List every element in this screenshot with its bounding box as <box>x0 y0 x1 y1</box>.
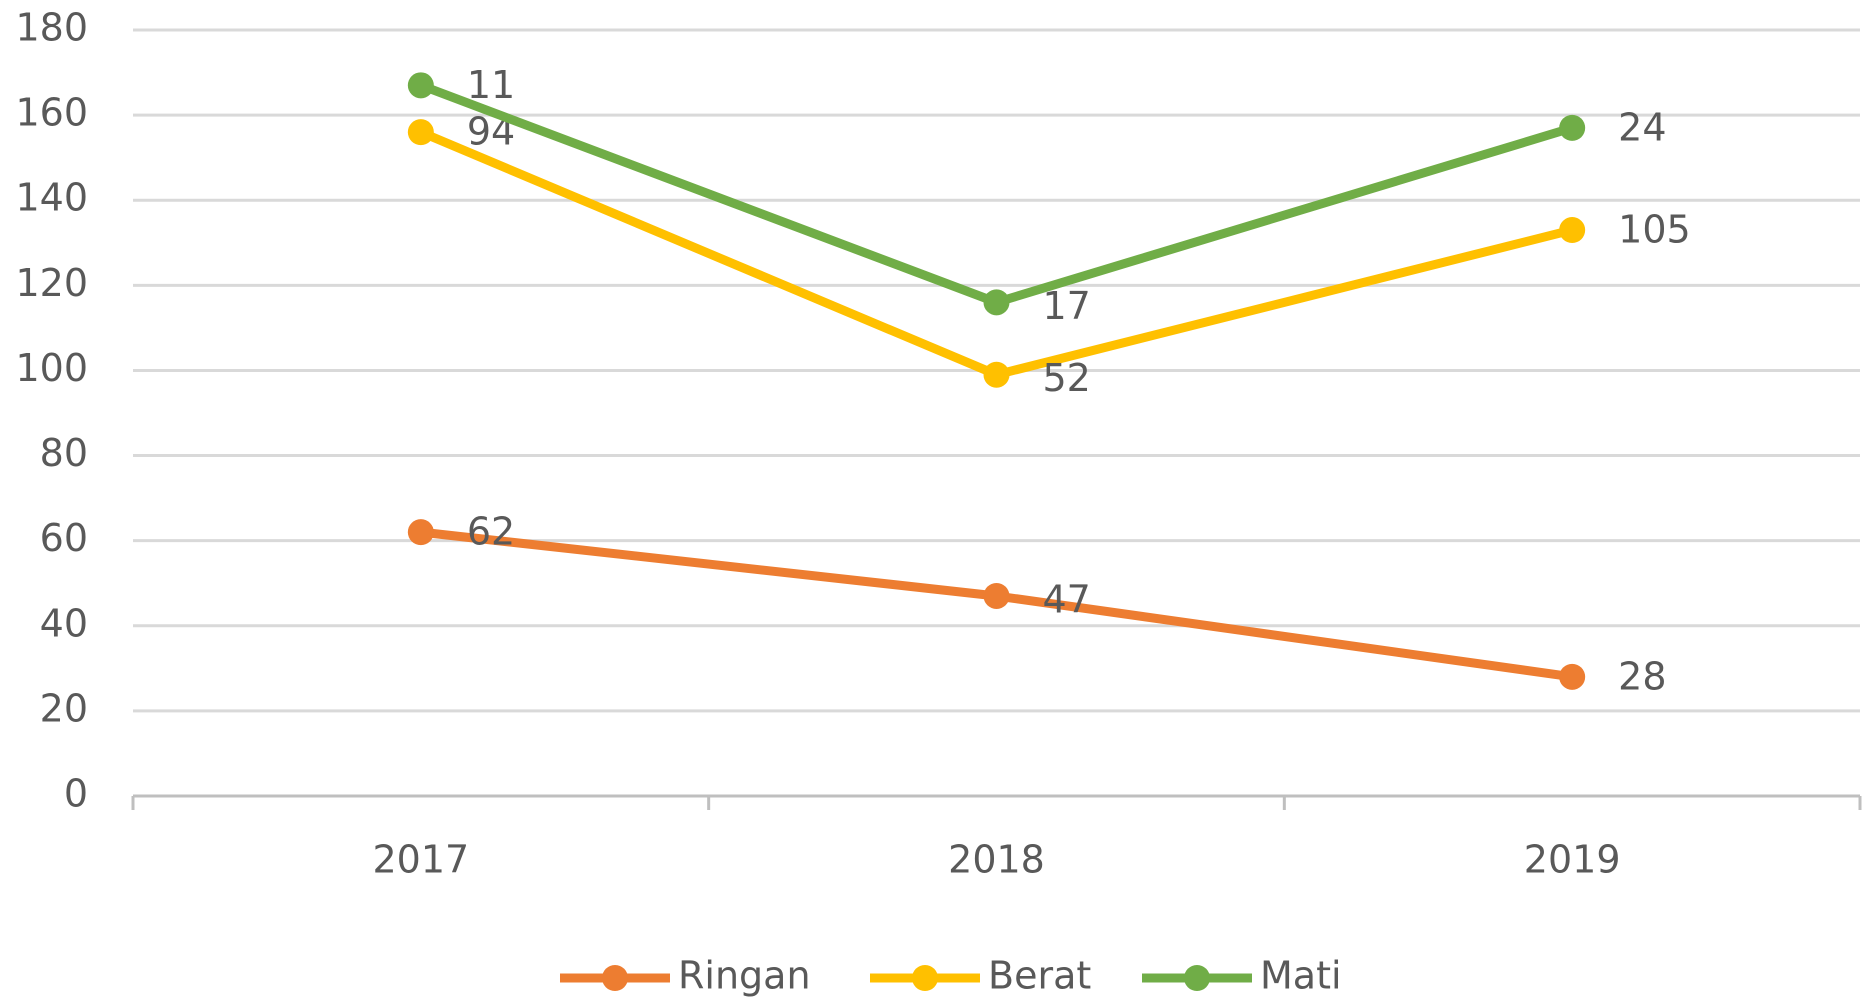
point <box>407 72 434 99</box>
legend-label: Mati <box>1260 954 1342 998</box>
y-tick-label: 100 <box>15 346 88 390</box>
point <box>1559 663 1586 690</box>
point <box>407 119 434 146</box>
data-label: 24 <box>1618 105 1666 149</box>
series-line <box>419 127 1574 380</box>
x-tick-label: 2017 <box>372 838 469 882</box>
y-tick-label: 140 <box>15 176 88 220</box>
y-tick-label: 20 <box>40 686 88 730</box>
legend-label: Ringan <box>678 954 811 998</box>
point <box>1559 217 1586 244</box>
y-tick-label: 0 <box>64 772 88 816</box>
y-tick-label: 60 <box>40 516 88 560</box>
point <box>983 289 1010 316</box>
point <box>407 519 434 546</box>
data-label: 105 <box>1618 208 1691 252</box>
legend-label: Berat <box>988 954 1091 998</box>
y-tick-label: 180 <box>15 6 88 50</box>
legend-marker <box>602 965 628 991</box>
point <box>1559 114 1586 141</box>
point <box>983 361 1010 388</box>
y-tick-label: 80 <box>40 431 88 475</box>
y-tick-label: 160 <box>15 91 88 135</box>
legend-marker <box>912 965 938 991</box>
data-label: 62 <box>467 510 515 554</box>
data-label: 52 <box>1043 356 1091 400</box>
data-label: 28 <box>1618 654 1666 698</box>
x-tick-label: 2018 <box>948 838 1045 882</box>
y-tick-label: 120 <box>15 261 88 305</box>
x-tick-label: 2019 <box>1524 838 1621 882</box>
data-label: 17 <box>1043 284 1091 328</box>
data-label: 47 <box>1043 577 1091 621</box>
legend-marker <box>1184 965 1210 991</box>
y-tick-label: 40 <box>40 601 88 645</box>
data-label: 11 <box>467 63 515 107</box>
point <box>983 582 1010 609</box>
